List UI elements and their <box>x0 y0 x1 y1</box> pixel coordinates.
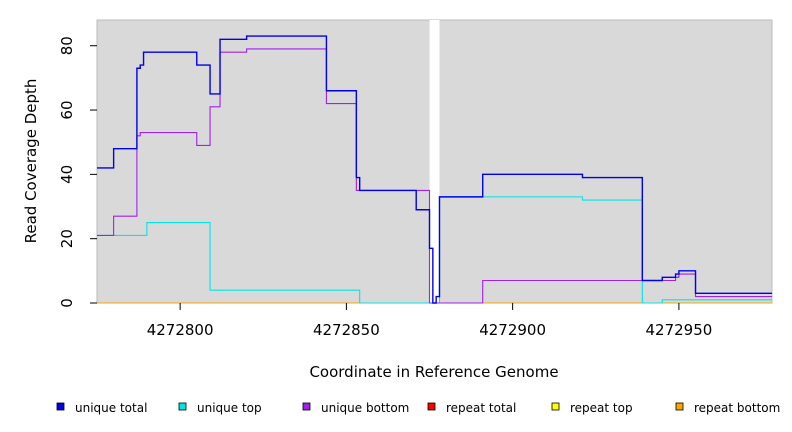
y-tick-label: 40 <box>58 165 76 184</box>
legend-label: unique total <box>75 401 147 415</box>
legend-swatch <box>427 402 436 411</box>
y-axis-title: Read Coverage Depth <box>22 79 40 244</box>
series-line-unique-total <box>97 35 772 304</box>
x-tick-label: 4272850 <box>313 321 380 339</box>
legend-swatch <box>56 402 65 411</box>
y-tick-label: 60 <box>58 100 76 119</box>
legend-swatch <box>551 402 560 411</box>
legend-swatch <box>302 402 311 411</box>
y-tick-label: 80 <box>58 36 76 55</box>
legend-label: repeat bottom <box>694 401 780 415</box>
legend-label: repeat top <box>570 401 633 415</box>
legend-label: unique bottom <box>321 401 409 415</box>
legend-label: repeat total <box>446 401 516 415</box>
x-axis: 4272800 4272850 4272900 4272950 <box>147 303 712 339</box>
legend-swatch <box>675 402 684 411</box>
y-tick-label: 0 <box>58 298 76 308</box>
y-axis: 0 20 40 60 80 <box>58 36 97 308</box>
legend: unique total unique top unique bottom repea… <box>56 401 780 415</box>
coverage-gap <box>429 20 440 303</box>
x-tick-label: 4272900 <box>479 321 546 339</box>
legend-label: unique top <box>197 401 262 415</box>
x-tick-label: 4272800 <box>147 321 214 339</box>
y-tick-label: 20 <box>58 229 76 248</box>
series-layer <box>97 35 772 304</box>
x-axis-title: Coordinate in Reference Genome <box>309 363 558 381</box>
x-tick-label: 4272950 <box>645 321 712 339</box>
legend-swatch <box>178 402 187 411</box>
plot-background <box>96 19 773 304</box>
